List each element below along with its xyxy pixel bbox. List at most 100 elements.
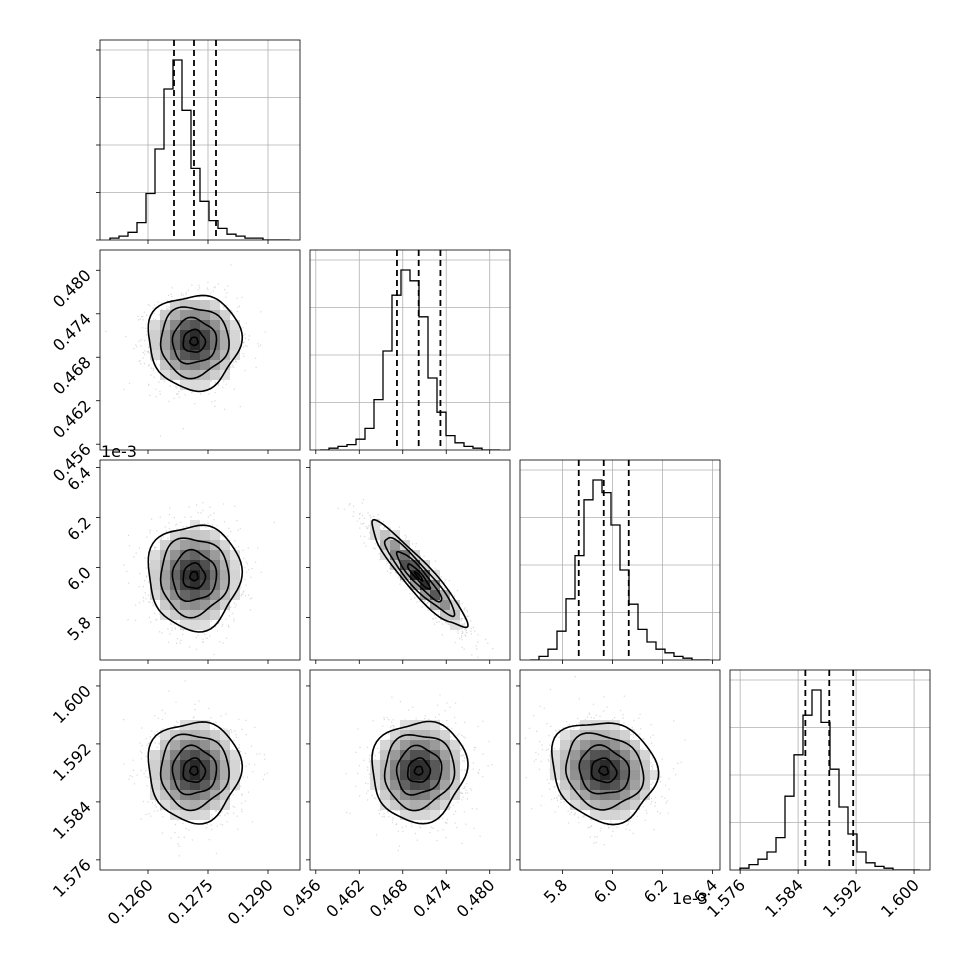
contour-level-0 bbox=[371, 720, 469, 825]
panel-1-0 bbox=[96, 249, 301, 454]
density-cell bbox=[440, 590, 450, 600]
density-cell bbox=[560, 780, 570, 790]
density-cell bbox=[420, 720, 430, 730]
density-cell bbox=[170, 770, 180, 780]
contour-level-3 bbox=[182, 757, 207, 783]
contour-level-2 bbox=[171, 316, 218, 365]
density-cell bbox=[610, 760, 620, 770]
y-tick-label-row3: 1.600 bbox=[49, 681, 95, 727]
density-cell bbox=[230, 570, 240, 580]
contour-level-3 bbox=[182, 562, 207, 590]
density-cell bbox=[640, 750, 650, 760]
x-tick-label-col3: 1.592 bbox=[819, 875, 865, 921]
density-cell bbox=[600, 760, 610, 770]
density-cell bbox=[190, 540, 200, 550]
density-cell bbox=[620, 770, 630, 780]
density-cell bbox=[420, 770, 430, 780]
density-cell bbox=[400, 790, 410, 800]
density-cell bbox=[220, 760, 230, 770]
density-cell bbox=[200, 760, 210, 770]
density-cell bbox=[220, 780, 230, 790]
density-cell bbox=[190, 760, 200, 770]
density-cell bbox=[170, 750, 180, 760]
density-cell bbox=[400, 780, 410, 790]
density-cell bbox=[190, 730, 200, 740]
panel-2-1 bbox=[306, 459, 511, 664]
density-cell bbox=[180, 550, 190, 560]
x-offset-label: 1e-3 bbox=[672, 889, 708, 908]
histogram-panel-0 bbox=[96, 39, 301, 244]
density-cell bbox=[630, 800, 640, 810]
density-cell bbox=[420, 560, 430, 570]
density-cell bbox=[220, 560, 230, 570]
density-cell bbox=[210, 730, 220, 740]
density-cell bbox=[230, 760, 240, 770]
density-cell bbox=[420, 780, 430, 790]
density-cell bbox=[200, 790, 210, 800]
density-cell bbox=[150, 770, 160, 780]
contour-level-4 bbox=[413, 571, 424, 582]
density-cell bbox=[180, 590, 190, 600]
density-cell bbox=[220, 800, 230, 810]
contour-level-2 bbox=[395, 744, 443, 796]
density-cell bbox=[580, 760, 590, 770]
density-cell bbox=[190, 320, 200, 330]
density-cell bbox=[150, 340, 160, 350]
density-cell bbox=[170, 340, 180, 350]
density-cell bbox=[390, 740, 400, 750]
density-cell bbox=[590, 730, 600, 740]
density-cell bbox=[570, 780, 580, 790]
x-tick-label-col1: 0.480 bbox=[453, 875, 499, 921]
density-cell bbox=[210, 320, 220, 330]
density-cell bbox=[150, 780, 160, 790]
density-cell bbox=[180, 340, 190, 350]
histogram-content bbox=[100, 40, 300, 240]
density-cell bbox=[210, 370, 220, 380]
contour-level-2 bbox=[171, 744, 218, 796]
density-cell bbox=[580, 740, 590, 750]
density-cell bbox=[590, 760, 600, 770]
density-cell bbox=[190, 800, 200, 810]
density-cell bbox=[560, 790, 570, 800]
density-cell bbox=[200, 620, 210, 630]
density-cell bbox=[170, 610, 180, 620]
density-cell bbox=[190, 590, 200, 600]
density-cell bbox=[200, 540, 210, 550]
density-cell bbox=[160, 730, 170, 740]
density-cell bbox=[220, 330, 230, 340]
density-cell bbox=[160, 740, 170, 750]
density-cell bbox=[400, 560, 410, 570]
y-tick-label-row2: 5.8 bbox=[63, 613, 94, 644]
density-cell bbox=[640, 790, 650, 800]
density-cell bbox=[200, 350, 210, 360]
density-cell bbox=[200, 360, 210, 370]
density-cell bbox=[600, 750, 610, 760]
density-cell bbox=[220, 550, 230, 560]
density-cell bbox=[180, 810, 190, 820]
density-cell bbox=[440, 750, 450, 760]
density-cell bbox=[430, 770, 440, 780]
density-cell bbox=[440, 760, 450, 770]
density-cell bbox=[430, 800, 440, 810]
density-cell bbox=[590, 790, 600, 800]
density-cell bbox=[440, 770, 450, 780]
density-cell bbox=[200, 580, 210, 590]
density-cell bbox=[220, 350, 230, 360]
density-cell bbox=[170, 540, 180, 550]
contour-level-3 bbox=[590, 757, 618, 784]
density-cell bbox=[180, 800, 190, 810]
density-cell bbox=[170, 760, 180, 770]
density-cell bbox=[600, 780, 610, 790]
density-cell bbox=[180, 380, 190, 390]
density-cell bbox=[200, 590, 210, 600]
density-cell bbox=[150, 330, 160, 340]
density-cell bbox=[600, 790, 610, 800]
density-cell bbox=[560, 770, 570, 780]
density-cell bbox=[170, 570, 180, 580]
density-cell bbox=[410, 580, 420, 590]
density-cell bbox=[630, 780, 640, 790]
density-cell bbox=[620, 800, 630, 810]
density-cell bbox=[610, 720, 620, 730]
density-cell bbox=[180, 540, 190, 550]
density-cell bbox=[580, 770, 590, 780]
